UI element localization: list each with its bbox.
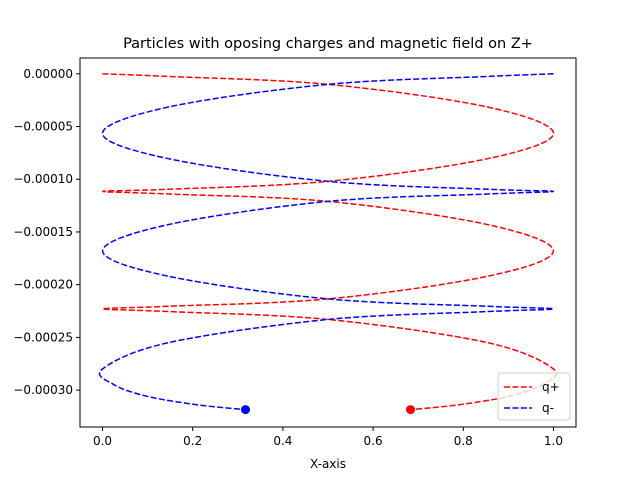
x-tick-label: 0.8: [454, 434, 473, 448]
chart-title: Particles with oposing charges and magne…: [123, 36, 533, 52]
x-axis-label: X-axis: [310, 457, 346, 471]
x-tick-label: 0.0: [93, 434, 112, 448]
y-tick-label: −0.00020: [13, 278, 73, 292]
series-layer: [98, 73, 558, 415]
y-tick-label: −0.00030: [13, 383, 73, 397]
legend: q+ q-: [497, 372, 571, 421]
end-point-q-minus: [240, 405, 250, 415]
plot-frame: [79, 57, 577, 428]
y-tick-label: 0.00000: [23, 67, 73, 81]
series-line-q-minus: [98, 73, 555, 411]
end-point-q-plus: [406, 405, 416, 415]
y-tick-label: −0.00015: [13, 225, 73, 239]
legend-label-q-plus: q+: [542, 380, 560, 394]
y-tick-label: −0.00025: [13, 330, 73, 344]
x-tick-label: 0.2: [183, 434, 202, 448]
y-axis: 0.00000 −0.00005 −0.00010 −0.00015 −0.00020 −…: [13, 67, 80, 397]
x-axis: 0.0 0.2 0.4 0.6 0.8 1.0: [93, 427, 563, 448]
y-tick-label: −0.00010: [13, 172, 73, 186]
legend-label-q-minus: q-: [542, 401, 554, 415]
series-line-q-plus: [101, 73, 558, 411]
x-tick-label: 1.0: [544, 434, 563, 448]
y-tick-label: −0.00005: [13, 120, 73, 134]
x-tick-label: 0.6: [364, 434, 383, 448]
x-tick-label: 0.4: [273, 434, 292, 448]
